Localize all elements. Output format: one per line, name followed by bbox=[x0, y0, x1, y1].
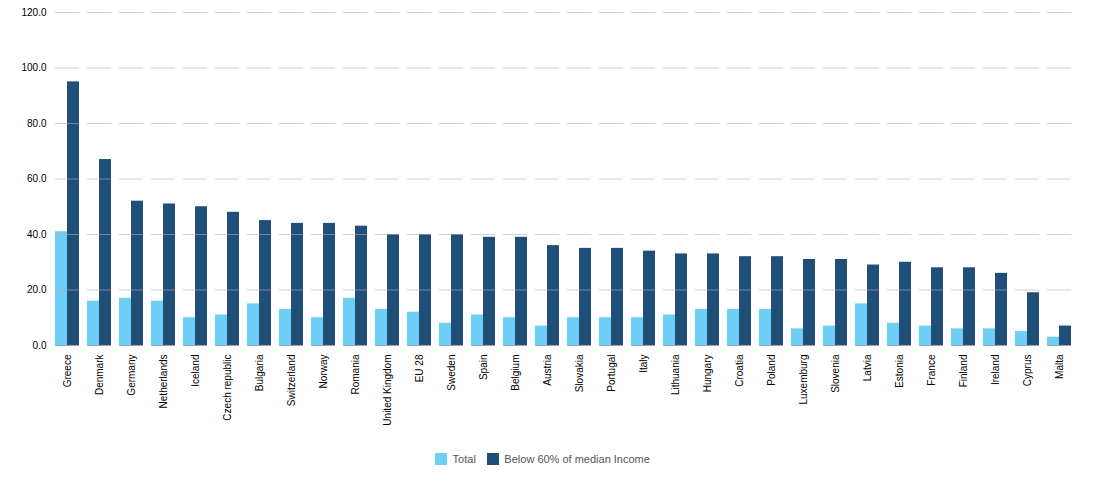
svg-text:Estonia: Estonia bbox=[894, 354, 905, 388]
svg-text:France: France bbox=[926, 354, 937, 386]
svg-text:Croatia: Croatia bbox=[734, 354, 745, 387]
svg-text:Finland: Finland bbox=[958, 355, 969, 388]
svg-text:Austria: Austria bbox=[542, 354, 553, 386]
svg-text:Romania: Romania bbox=[350, 354, 361, 394]
svg-text:0.0: 0.0 bbox=[33, 340, 47, 351]
svg-text:Cyprus: Cyprus bbox=[1022, 355, 1033, 387]
svg-text:Malta: Malta bbox=[1054, 354, 1065, 379]
svg-text:Sweden: Sweden bbox=[446, 355, 457, 391]
svg-text:120.0: 120.0 bbox=[21, 7, 46, 18]
svg-text:100.0: 100.0 bbox=[21, 62, 46, 73]
svg-text:60.0: 60.0 bbox=[27, 173, 47, 184]
svg-text:Lithuania: Lithuania bbox=[670, 354, 681, 395]
svg-text:Portugal: Portugal bbox=[606, 355, 617, 392]
svg-text:EU 28: EU 28 bbox=[414, 354, 425, 382]
svg-text:Greece: Greece bbox=[62, 354, 73, 387]
svg-text:Iceland: Iceland bbox=[190, 355, 201, 387]
svg-text:Italy: Italy bbox=[638, 355, 649, 373]
svg-text:Germany: Germany bbox=[126, 355, 137, 396]
svg-text:Switzerland: Switzerland bbox=[286, 355, 297, 407]
svg-text:Luxemburg: Luxemburg bbox=[798, 355, 809, 405]
svg-text:Ireland: Ireland bbox=[990, 355, 1001, 386]
svg-text:Netherlands: Netherlands bbox=[158, 355, 169, 409]
svg-text:Czech republic: Czech republic bbox=[222, 355, 233, 421]
svg-text:Belgium: Belgium bbox=[510, 355, 521, 391]
svg-text:80.0: 80.0 bbox=[27, 118, 47, 129]
svg-text:United Kingdom: United Kingdom bbox=[382, 355, 393, 426]
svg-text:Hungary: Hungary bbox=[702, 355, 713, 393]
svg-text:Slovenia: Slovenia bbox=[830, 354, 841, 393]
svg-text:Denmark: Denmark bbox=[94, 354, 105, 396]
svg-text:Spain: Spain bbox=[478, 355, 489, 381]
svg-text:Poland: Poland bbox=[766, 355, 777, 386]
html-text:Total: Total bbox=[452, 452, 476, 465]
html-text:Below 60% of median Income: Below 60% of median Income bbox=[504, 452, 650, 465]
svg-text:40.0: 40.0 bbox=[27, 229, 47, 240]
svg-text:Slovakia: Slovakia bbox=[574, 354, 585, 392]
svg-text:Bulgaria: Bulgaria bbox=[254, 354, 265, 391]
svg-text:Norway: Norway bbox=[318, 355, 329, 389]
svg-text:Latvia: Latvia bbox=[862, 354, 873, 381]
svg-text:20.0: 20.0 bbox=[27, 284, 47, 295]
